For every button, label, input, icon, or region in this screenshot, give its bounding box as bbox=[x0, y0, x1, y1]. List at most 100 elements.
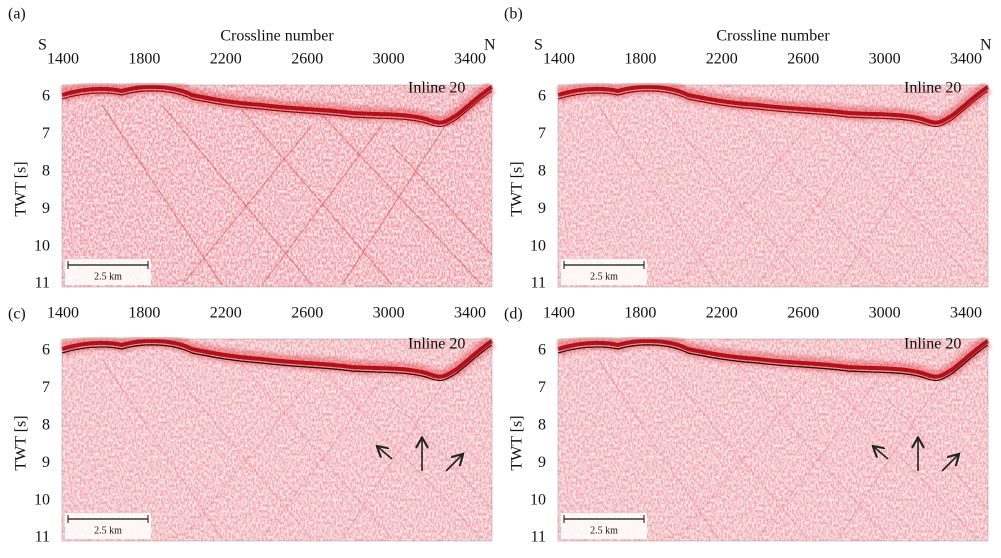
reflector bbox=[61, 84, 494, 125]
y-tick-label: 6 bbox=[538, 88, 546, 105]
diffraction bbox=[757, 124, 879, 286]
direction-label: S bbox=[38, 37, 47, 54]
direction-label: N bbox=[484, 37, 496, 54]
y-tick-label: 9 bbox=[42, 200, 50, 217]
diffraction bbox=[261, 378, 383, 540]
x-tick-label: 2600 bbox=[291, 51, 323, 68]
x-tick-label: 1800 bbox=[624, 51, 656, 68]
image-frame bbox=[61, 338, 493, 542]
x-tick-label: 2200 bbox=[210, 305, 242, 322]
y-tick-label: 11 bbox=[531, 275, 546, 292]
diffraction bbox=[321, 114, 483, 286]
panel: Inline 20 2.5 km 1400 1800 2200 2600 3000 3400 6… bbox=[509, 305, 992, 546]
y-axis-title: TWT [s] bbox=[509, 415, 526, 470]
y-tick-label: 8 bbox=[538, 162, 546, 179]
seismic-image bbox=[59, 333, 496, 542]
seismic-image bbox=[555, 79, 992, 288]
diffraction bbox=[817, 114, 979, 286]
annotation: Inline 20 bbox=[408, 80, 465, 97]
y-tick-label: 6 bbox=[538, 342, 546, 359]
diffraction bbox=[837, 114, 949, 286]
x-tick-label: 1800 bbox=[624, 305, 656, 322]
annotation: Inline 20 bbox=[904, 336, 961, 353]
diffraction bbox=[887, 144, 989, 256]
y-tick-label: 8 bbox=[538, 416, 546, 433]
scale-bar-bg bbox=[65, 259, 151, 285]
x-tick-label: 3000 bbox=[373, 305, 405, 322]
diffraction bbox=[391, 398, 493, 510]
reflector-dark bbox=[557, 90, 989, 128]
x-tick-label: 1400 bbox=[543, 51, 575, 68]
y-tick-label: 8 bbox=[42, 162, 50, 179]
diffraction bbox=[181, 378, 313, 540]
diffraction bbox=[677, 124, 809, 286]
x-axis-title: Crossline number bbox=[220, 28, 334, 45]
arrow bbox=[378, 447, 393, 460]
diffraction bbox=[887, 398, 989, 510]
diffraction bbox=[161, 358, 313, 540]
diffraction bbox=[737, 363, 889, 540]
seismic-image bbox=[555, 333, 992, 542]
y-tick-label: 6 bbox=[42, 88, 50, 105]
y-tick-label: 11 bbox=[531, 529, 546, 546]
image-frame bbox=[61, 84, 493, 288]
x-tick-label: 2600 bbox=[787, 51, 819, 68]
image-frame bbox=[557, 338, 989, 542]
panel-label: (a) bbox=[8, 6, 26, 23]
diffraction bbox=[341, 114, 453, 286]
scale-bar-label: 2.5 km bbox=[590, 271, 618, 282]
diffraction bbox=[737, 109, 889, 286]
direction-label: S bbox=[534, 37, 543, 54]
y-tick-label: 10 bbox=[530, 491, 546, 508]
reflector-dark bbox=[557, 344, 989, 382]
panel-label: (b) bbox=[504, 6, 523, 23]
reflector bbox=[557, 84, 990, 125]
arrow bbox=[941, 455, 958, 472]
x-tick-label: 1800 bbox=[128, 51, 160, 68]
x-tick-label: 2200 bbox=[706, 305, 738, 322]
diffraction bbox=[341, 368, 453, 540]
scale-bar-label: 2.5 km bbox=[94, 525, 122, 536]
diffraction bbox=[261, 124, 383, 286]
y-tick-label: 11 bbox=[35, 275, 50, 292]
diffraction bbox=[101, 104, 223, 286]
y-axis-title: TWT [s] bbox=[13, 161, 30, 216]
y-tick-label: 10 bbox=[530, 237, 546, 254]
diffraction bbox=[817, 368, 979, 540]
panel: Inline 20 2.5 km 1400 1800 2200 2600 3000 3400 6… bbox=[13, 305, 496, 546]
y-tick-label: 7 bbox=[42, 379, 50, 396]
arrow bbox=[874, 447, 889, 460]
x-tick-label: 3400 bbox=[454, 305, 486, 322]
x-tick-label: 1400 bbox=[47, 305, 79, 322]
diffraction bbox=[597, 358, 719, 540]
x-tick-label: 3400 bbox=[950, 305, 982, 322]
arrow bbox=[445, 455, 462, 472]
x-tick-label: 1800 bbox=[128, 305, 160, 322]
x-tick-label: 2600 bbox=[291, 305, 323, 322]
x-tick-label: 2200 bbox=[210, 51, 242, 68]
x-tick-label: 3400 bbox=[454, 51, 486, 68]
diffraction bbox=[657, 104, 809, 286]
y-tick-label: 10 bbox=[34, 491, 50, 508]
y-tick-label: 7 bbox=[538, 125, 546, 142]
y-tick-label: 9 bbox=[42, 454, 50, 471]
annotation: Inline 20 bbox=[904, 80, 961, 97]
y-tick-label: 7 bbox=[538, 379, 546, 396]
y-axis-title: TWT [s] bbox=[13, 415, 30, 470]
diffraction bbox=[161, 104, 313, 286]
x-tick-label: 3400 bbox=[950, 51, 982, 68]
x-tick-label: 1400 bbox=[47, 51, 79, 68]
y-tick-label: 7 bbox=[42, 125, 50, 142]
reflector-dark bbox=[61, 344, 493, 382]
reflector bbox=[61, 338, 494, 379]
diffraction bbox=[597, 104, 719, 286]
y-tick-label: 9 bbox=[538, 454, 546, 471]
seismic-image bbox=[59, 79, 496, 288]
panel-label: (d) bbox=[504, 306, 523, 323]
y-tick-label: 10 bbox=[34, 237, 50, 254]
y-axis-title: TWT [s] bbox=[509, 161, 526, 216]
diffraction bbox=[181, 124, 313, 286]
diffraction bbox=[657, 358, 809, 540]
